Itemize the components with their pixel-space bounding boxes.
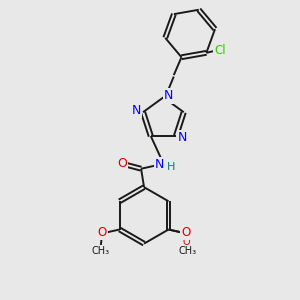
Text: N: N xyxy=(155,158,164,171)
Text: N: N xyxy=(164,89,173,102)
Text: N: N xyxy=(132,104,141,117)
Text: O: O xyxy=(117,157,127,170)
Text: O
CH₃: O CH₃ xyxy=(177,237,195,259)
Text: O: O xyxy=(181,226,190,239)
Text: Cl: Cl xyxy=(214,44,226,57)
Text: O: O xyxy=(98,226,107,239)
Text: H: H xyxy=(167,162,175,172)
Text: CH₃: CH₃ xyxy=(178,246,196,256)
Text: N: N xyxy=(178,131,187,144)
Text: O: O xyxy=(181,226,190,239)
Text: CH₃: CH₃ xyxy=(92,246,110,256)
